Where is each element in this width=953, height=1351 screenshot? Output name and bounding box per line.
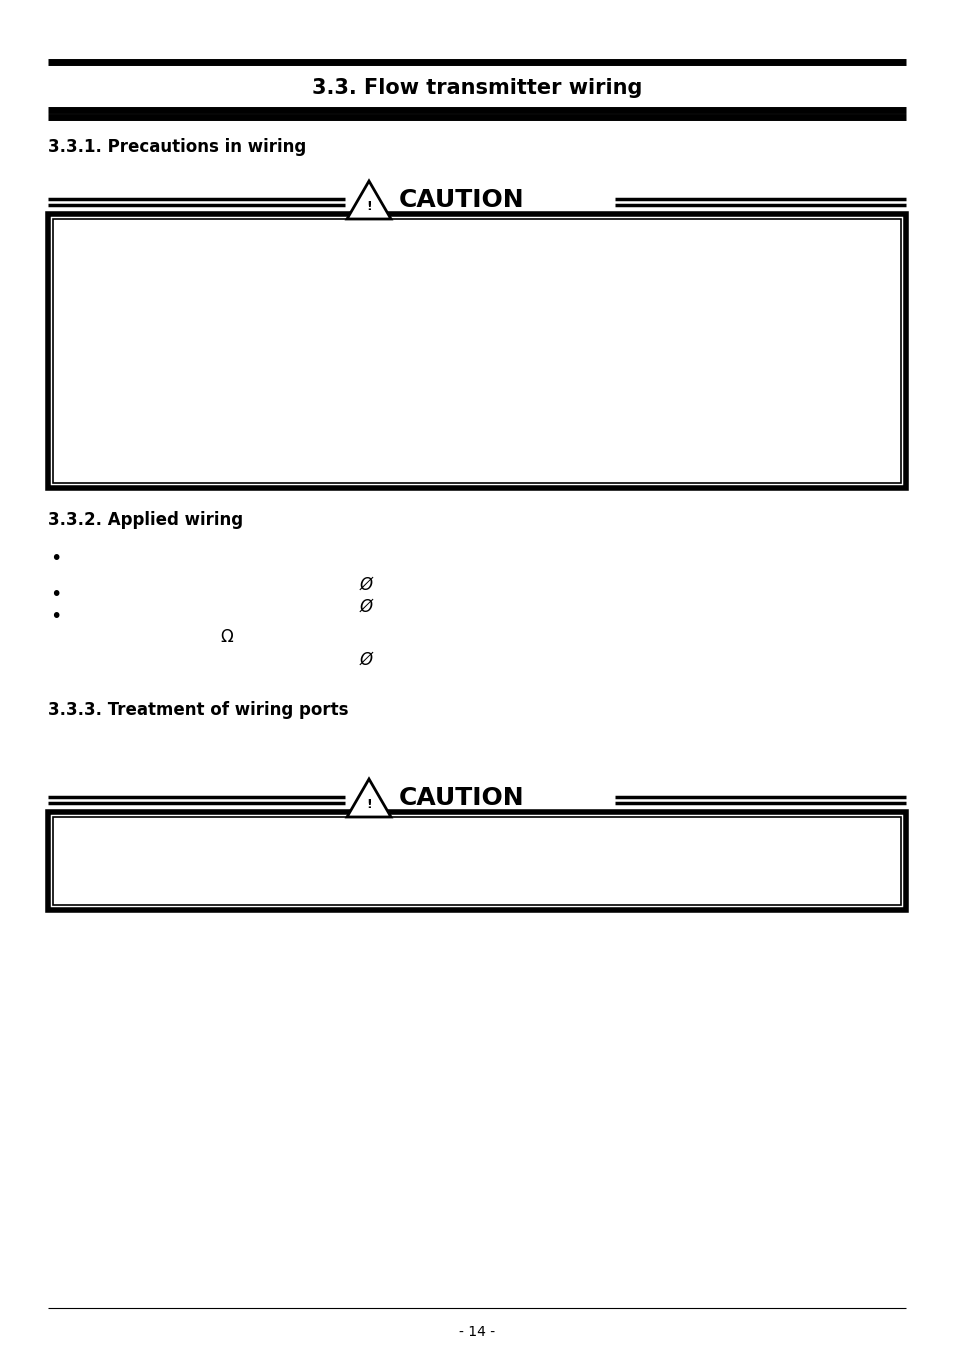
Text: !: ! <box>366 200 372 212</box>
Polygon shape <box>347 780 391 817</box>
Text: Ø: Ø <box>359 651 373 669</box>
Text: 3.3.1. Precautions in wiring: 3.3.1. Precautions in wiring <box>48 138 306 155</box>
Text: !: ! <box>366 797 372 811</box>
Bar <box>53 817 900 905</box>
Polygon shape <box>347 181 391 219</box>
Text: 3.3.3. Treatment of wiring ports: 3.3.3. Treatment of wiring ports <box>48 701 348 719</box>
Text: •: • <box>50 585 61 604</box>
Text: Ø: Ø <box>359 576 373 594</box>
Text: •: • <box>50 608 61 627</box>
Text: 3.3.2. Applied wiring: 3.3.2. Applied wiring <box>48 511 243 530</box>
Text: •: • <box>50 549 61 567</box>
Bar <box>48 213 905 488</box>
Bar <box>53 219 900 484</box>
Bar <box>48 812 905 911</box>
Text: - 14 -: - 14 - <box>458 1325 495 1339</box>
Text: CAUTION: CAUTION <box>398 786 524 811</box>
Text: 3.3. Flow transmitter wiring: 3.3. Flow transmitter wiring <box>312 78 641 99</box>
Text: CAUTION: CAUTION <box>398 188 524 212</box>
Text: Ω: Ω <box>220 628 233 646</box>
Text: Ø: Ø <box>359 598 373 616</box>
